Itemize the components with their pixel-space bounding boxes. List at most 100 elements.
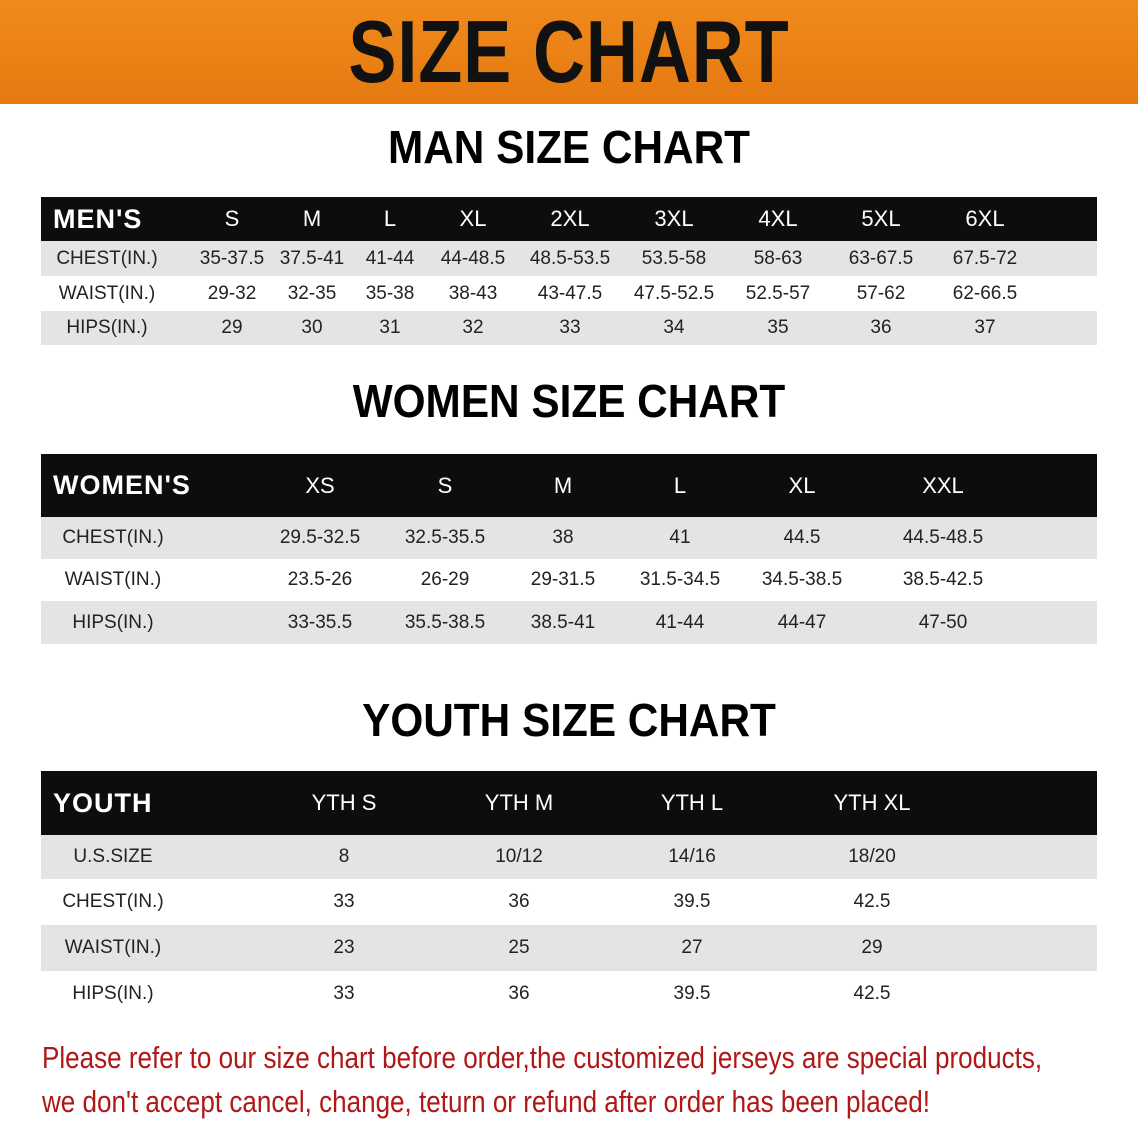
men-table-row: CHEST(IN.) 35-37.5 37.5-41 41-44 44-48.5 48.5…	[41, 241, 1097, 276]
size-cell: 36	[870, 317, 892, 338]
size-column-header: S	[224, 206, 240, 231]
row-label: WAIST(IN.)	[64, 937, 162, 958]
size-cell: 10/12	[495, 846, 543, 867]
youth-table-row: CHEST(IN.) 33 36 39.5 42.5	[41, 879, 1097, 925]
size-cell: 31.5-34.5	[639, 569, 721, 590]
row-label: HIPS(IN.)	[72, 611, 154, 633]
size-cell: 29	[221, 317, 243, 338]
size-column-header: L	[673, 472, 687, 498]
size-column-header: 2XL	[550, 206, 590, 231]
row-label: WAIST(IN.)	[64, 569, 162, 590]
size-cell: 38	[552, 527, 574, 548]
size-cell: 33-35.5	[287, 611, 353, 633]
size-cell: 18/20	[848, 846, 896, 867]
men-section-title: MAN SIZE CHART	[387, 121, 751, 173]
size-column-header: XS	[305, 472, 335, 498]
size-cell: 8	[338, 846, 350, 867]
size-column-header: YTH L	[660, 790, 724, 815]
size-cell: 67.5-72	[952, 247, 1018, 269]
size-cell: 52.5-57	[745, 282, 811, 304]
size-chart-banner: SIZE CHART	[0, 0, 1138, 104]
row-label: CHEST(IN.)	[62, 527, 164, 548]
size-cell: 29-31.5	[530, 569, 596, 590]
size-column-header: XL	[788, 472, 816, 498]
size-cell: 27	[681, 937, 703, 958]
size-cell: 31	[379, 317, 401, 338]
size-cell: 36	[508, 891, 530, 912]
size-cell: 30	[301, 317, 323, 338]
size-cell: 32	[462, 317, 484, 338]
size-cell: 38-43	[448, 282, 498, 304]
size-cell: 44-47	[777, 611, 827, 633]
size-cell: 36	[508, 982, 530, 1004]
women-table-row: WAIST(IN.) 23.5-26 26-29 29-31.5 31.5-34.5 34…	[41, 559, 1097, 601]
women-section-title: WOMEN SIZE CHART	[352, 375, 786, 427]
youth-table-row: HIPS(IN.) 33 36 39.5 42.5	[41, 971, 1097, 1016]
size-cell: 43-47.5	[537, 282, 603, 304]
size-cell: 38.5-41	[530, 611, 596, 633]
size-cell: 32.5-35.5	[404, 527, 486, 548]
size-cell: 33	[333, 891, 355, 912]
men-table-row: WAIST(IN.) 29-32 32-35 35-38 38-43 43-47.5 47.…	[41, 276, 1097, 311]
size-cell: 44.5-48.5	[902, 527, 984, 548]
table-heading: WOMEN'S	[53, 470, 191, 500]
size-cell: 37.5-41	[279, 247, 345, 269]
size-cell: 38.5-42.5	[902, 569, 984, 590]
order-notice-line-1: Please refer to our size chart before or…	[42, 1040, 1043, 1075]
size-cell: 47-50	[918, 611, 968, 633]
women-size-table: WOMEN'S XS S M L XL XXL CHEST(IN.) 29.5-32.5 32.5…	[41, 454, 1097, 644]
size-cell: 14/16	[668, 846, 716, 867]
size-cell: 41	[669, 527, 691, 548]
size-cell: 33	[333, 982, 355, 1004]
size-cell: 23.5-26	[287, 569, 353, 590]
size-column-header: L	[383, 206, 397, 231]
size-column-header: 6XL	[965, 206, 1005, 231]
size-cell: 25	[508, 937, 530, 958]
size-cell: 48.5-53.5	[529, 247, 611, 269]
size-cell: 34.5-38.5	[761, 569, 843, 590]
size-column-header: YTH XL	[833, 790, 911, 815]
row-label: WAIST(IN.)	[58, 282, 156, 304]
size-cell: 35-37.5	[199, 247, 265, 269]
size-cell: 62-66.5	[952, 282, 1018, 304]
size-cell: 26-29	[420, 569, 470, 590]
men-header-row: MEN'S S M L XL 2XL 3XL 4XL 5XL 6XL	[41, 197, 1097, 241]
size-column-header: M	[553, 472, 573, 498]
size-cell: 32-35	[287, 282, 337, 304]
youth-table-row: WAIST(IN.) 23 25 27 29	[41, 925, 1097, 971]
women-table-row: HIPS(IN.) 33-35.5 35.5-38.5 38.5-41 41-44 44-…	[41, 601, 1097, 644]
size-cell: 53.5-58	[641, 247, 707, 269]
size-column-header: 4XL	[758, 206, 798, 231]
row-label: U.S.SIZE	[73, 846, 153, 867]
size-cell: 44.5	[783, 527, 821, 548]
size-cell: 23	[333, 937, 355, 958]
size-cell: 47.5-52.5	[633, 282, 715, 304]
size-cell: 58-63	[753, 247, 803, 269]
row-label: HIPS(IN.)	[72, 982, 154, 1004]
row-label: CHEST(IN.)	[62, 891, 164, 912]
women-header-row: WOMEN'S XS S M L XL XXL	[41, 454, 1097, 517]
size-cell: 41-44	[365, 247, 415, 269]
size-cell: 41-44	[655, 611, 705, 633]
table-heading: MEN'S	[53, 203, 143, 234]
size-cell: 39.5	[673, 891, 711, 912]
size-cell: 33	[559, 317, 581, 338]
youth-table-row: U.S.SIZE 8 10/12 14/16 18/20	[41, 835, 1097, 879]
men-table-row: HIPS(IN.) 29 30 31 32 33 34 35 36 37	[41, 311, 1097, 345]
order-notice: Please refer to our size chart before or…	[42, 1036, 1043, 1124]
men-size-table: MEN'S S M L XL 2XL 3XL 4XL 5XL 6XL CHEST(IN.) 35-37…	[41, 197, 1097, 345]
size-cell: 29	[861, 937, 883, 958]
size-cell: 34	[663, 317, 685, 338]
banner-title: SIZE CHART	[348, 2, 790, 101]
size-cell: 37	[974, 317, 996, 338]
order-notice-line-2: we don't accept cancel, change, teturn o…	[42, 1084, 931, 1119]
table-heading: YOUTH	[53, 787, 153, 818]
size-cell: 35	[767, 317, 789, 338]
size-cell: 29-32	[207, 282, 257, 304]
size-cell: 42.5	[853, 982, 891, 1004]
size-column-header: XL	[459, 206, 487, 231]
row-label: CHEST(IN.)	[56, 247, 158, 269]
size-cell: 29.5-32.5	[279, 527, 361, 548]
women-table-row: CHEST(IN.) 29.5-32.5 32.5-35.5 38 41 44.5 44.5…	[41, 517, 1097, 559]
size-column-header: M	[302, 206, 322, 231]
